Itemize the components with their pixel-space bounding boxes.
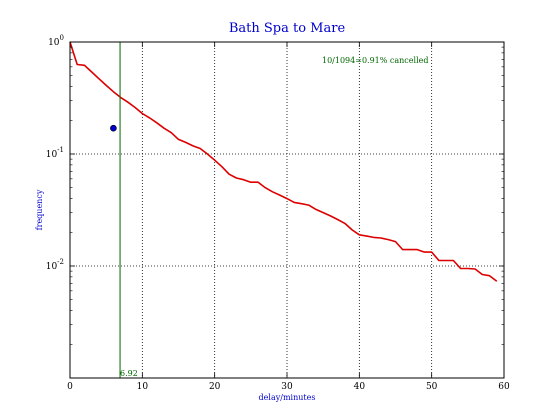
x-tick-label: 40 — [354, 382, 366, 392]
x-tick-label: 20 — [209, 382, 221, 392]
x-tick-label: 60 — [498, 382, 510, 392]
x-tick-label: 10 — [137, 382, 149, 392]
x-tick-label: 30 — [281, 382, 293, 392]
cancellation-annotation: 10/1094=0.91% cancelled — [322, 56, 428, 65]
x-axis-label: delay/minutes — [259, 393, 316, 402]
y-tick-exponent: 0 — [60, 34, 64, 42]
y-axis-label: frequency — [35, 189, 44, 230]
series-line — [69, 41, 498, 282]
x-tick-label: 50 — [426, 382, 438, 392]
y-tick-exponent: -2 — [57, 258, 64, 266]
marker-layer — [110, 42, 121, 378]
series-layer — [69, 41, 498, 282]
data-point — [110, 124, 117, 132]
vline-value-label: 6.92 — [120, 369, 138, 378]
chart-title: Bath Spa to Mare — [229, 21, 346, 36]
x-tick-label: 0 — [67, 382, 73, 392]
y-tick-exponent: -1 — [57, 146, 64, 154]
grid — [70, 42, 504, 378]
